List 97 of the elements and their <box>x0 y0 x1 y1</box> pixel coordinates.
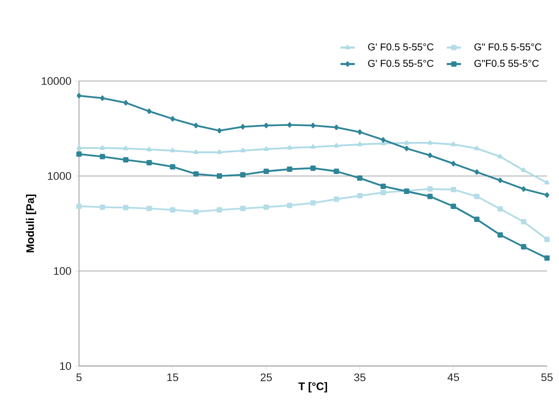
point <box>310 144 316 149</box>
x-tick-label: 25 <box>260 373 272 382</box>
point <box>428 140 432 145</box>
point <box>334 143 339 148</box>
point <box>100 95 105 101</box>
point <box>216 150 222 154</box>
y-tick-label: 1000 <box>48 172 72 180</box>
x-axis-title: T [°C] <box>298 382 328 392</box>
point <box>287 122 292 128</box>
point <box>357 175 362 181</box>
point <box>450 142 456 146</box>
point <box>286 202 292 208</box>
point <box>310 165 316 171</box>
point <box>216 173 222 179</box>
point <box>240 124 246 130</box>
x-tick-label: 55 <box>541 373 553 382</box>
point <box>240 172 246 178</box>
point <box>194 150 198 154</box>
point <box>544 255 550 261</box>
point <box>498 178 502 184</box>
point <box>264 168 269 174</box>
point <box>146 206 152 212</box>
point <box>100 154 106 160</box>
point <box>520 244 526 250</box>
point <box>76 151 82 157</box>
y-tick-label: 10 <box>60 362 72 370</box>
legend-label: G"F0.5 55-5°C <box>474 60 539 67</box>
legend-label: G' F0.5 55-5°C <box>368 60 434 67</box>
y-tick-label: 100 <box>54 267 72 275</box>
point <box>474 146 480 150</box>
point <box>450 204 456 209</box>
x-tick-label: 45 <box>448 373 460 382</box>
x-tick-label: 35 <box>354 373 366 382</box>
point <box>193 209 199 214</box>
point <box>380 137 386 143</box>
point <box>287 145 292 150</box>
point <box>76 93 82 98</box>
point <box>146 146 152 152</box>
point <box>451 160 456 166</box>
point <box>334 124 339 130</box>
point <box>264 122 268 128</box>
point <box>264 146 269 151</box>
point <box>124 100 128 106</box>
point <box>123 204 128 210</box>
point <box>427 186 433 192</box>
point <box>170 148 176 152</box>
point <box>240 148 246 152</box>
legend-label: G" F0.5 5-55°C <box>474 43 542 50</box>
y-axis-title: Moduli [Pa] <box>26 194 36 252</box>
point <box>170 116 175 122</box>
point <box>310 122 316 128</box>
point <box>544 180 550 184</box>
x-tick-label: 5 <box>76 373 82 382</box>
point <box>217 128 222 134</box>
point <box>544 192 550 198</box>
point <box>380 190 386 196</box>
point <box>264 204 269 210</box>
point <box>76 204 82 209</box>
point <box>100 145 105 150</box>
point <box>146 160 152 166</box>
point <box>357 142 362 146</box>
point <box>474 194 480 200</box>
point <box>474 216 480 222</box>
point <box>521 168 526 172</box>
point <box>544 236 550 242</box>
point <box>404 146 409 152</box>
point <box>286 166 292 172</box>
point <box>310 200 316 206</box>
point <box>146 108 152 114</box>
point <box>521 186 526 192</box>
point <box>498 206 503 212</box>
point <box>498 154 503 158</box>
point <box>240 206 246 212</box>
point <box>100 204 106 210</box>
point <box>474 169 480 175</box>
point <box>404 140 410 145</box>
point <box>334 196 340 202</box>
point <box>170 164 176 170</box>
point <box>123 157 128 163</box>
point <box>358 129 362 135</box>
point <box>380 184 386 189</box>
point <box>334 168 340 174</box>
point <box>216 207 222 213</box>
point <box>357 193 362 198</box>
y-tick-label: 10000 <box>42 77 72 85</box>
point <box>193 171 199 177</box>
legend-label: G' F0.5 5-55°C <box>368 43 434 50</box>
point <box>170 207 176 213</box>
point <box>520 219 526 224</box>
point <box>194 122 198 128</box>
point <box>450 186 456 192</box>
point <box>76 145 82 150</box>
point <box>428 152 432 158</box>
point <box>123 146 128 150</box>
x-tick-label: 15 <box>167 373 178 382</box>
point <box>498 232 503 238</box>
point <box>427 194 433 200</box>
